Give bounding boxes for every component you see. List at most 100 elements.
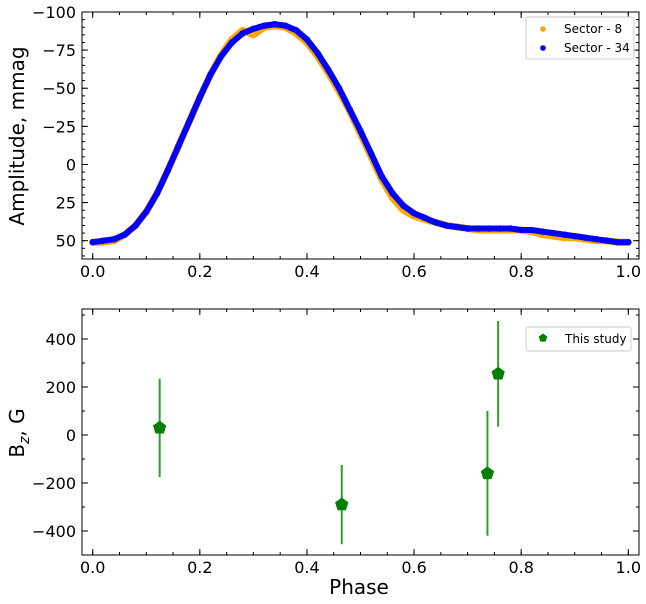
bottom-y-tick-label: −200 [32,474,76,493]
bottom-y-tick-label: −400 [32,522,76,541]
data-point-sector-34 [421,214,428,222]
data-point-sector-34 [400,202,407,209]
data-point-sector-34 [378,173,386,180]
magnetic-field-panel: 0.0 0.2 0.4 0.6 0.8 1.0 −400 −200 0 200 400 Phase… [5,308,641,599]
data-point-sector-34 [207,71,214,78]
bottom-y-axis-label: Bz, G [5,408,33,457]
top-y-tick-label: −50 [42,79,76,98]
data-point-sector-34 [143,208,150,215]
bottom-y-tick-label: 0 [66,426,76,445]
data-point-sector-34 [164,167,171,174]
light-curve-panel: 0.0 0.2 0.4 0.6 0.8 1.0 −100 −75 −50 −25 0 25 50 Am… [5,3,641,281]
data-point-this-study [491,366,505,380]
data-point-sector-34 [196,94,204,101]
bottom-x-tick-label: 1.0 [616,558,641,577]
top-x-tick-label: 0.0 [80,262,105,281]
top-x-tick-label: 1.0 [616,262,641,281]
bottom-y-axis: −400 −200 0 200 400 [32,314,639,556]
data-point-sector-34 [453,223,461,231]
top-y-axis: −100 −75 −50 −25 0 25 50 [32,3,639,257]
legend-marker-sector-8 [540,26,546,32]
data-point-sector-34 [539,228,546,235]
data-point-sector-34 [282,22,289,29]
legend-marker-sector-34 [540,45,546,51]
top-x-tick-label: 0.6 [401,262,426,281]
data-point-sector-34 [528,226,536,234]
data-point-sector-34 [303,36,311,43]
bottom-x-tick-label: 0.6 [401,558,426,577]
data-point-sector-34 [603,237,611,244]
top-legend: Sector - 8 Sector - 34 [525,16,635,60]
bottom-x-axis-label: Phase [329,575,389,599]
data-point-sector-34 [132,222,139,229]
data-point-sector-34 [464,225,471,232]
data-point-sector-34 [325,66,332,74]
data-point-sector-34 [368,150,375,157]
top-y-tick-label: −75 [42,41,76,60]
top-x-tick-label: 0.4 [294,262,319,281]
top-y-tick-label: 50 [56,232,76,251]
data-point-sector-34 [389,190,396,197]
data-point-sector-34 [335,85,343,92]
legend-label-sector-34: Sector - 34 [564,41,630,55]
data-point-this-study [335,497,349,511]
legend-label-this-study: This study [564,332,627,346]
data-point-sector-34 [110,235,118,243]
data-point-sector-34 [432,219,439,226]
top-y-tick-label: −25 [42,117,76,136]
data-point-sector-34 [442,222,450,229]
bottom-y-tick-label: 400 [45,330,76,349]
data-point-sector-34 [89,239,96,246]
data-point-sector-34 [571,232,578,240]
bottom-legend: This study [525,326,632,352]
top-x-tick-label: 0.8 [508,262,533,281]
top-y-axis-label: Amplitude, mmag [5,46,29,225]
data-point-sector-34 [582,234,589,241]
data-point-sector-34 [239,30,246,37]
top-y-tick-label: 0 [66,155,76,174]
bottom-y-tick-label: 200 [45,378,76,397]
data-point-sector-34 [550,229,557,237]
top-y-tick-label: 25 [56,194,76,213]
data-point-sector-34 [250,25,257,32]
data-point-sector-34 [260,22,268,29]
bottom-legend-box [525,326,632,352]
data-point-sector-34 [592,235,600,243]
top-y-tick-label: −100 [32,3,76,22]
data-point-sector-34 [271,20,279,28]
data-point-sector-34 [496,225,503,232]
top-legend-box [525,16,635,60]
data-point-sector-34 [475,225,482,232]
data-point-sector-34 [100,237,107,244]
bottom-x-tick-label: 0.2 [187,558,212,577]
data-point-sector-34 [614,239,621,246]
top-x-tick-label: 0.2 [187,262,212,281]
data-point-sector-34 [185,118,193,125]
data-point-sector-34 [357,127,364,135]
data-point-sector-34 [507,225,514,232]
data-point-sector-34 [560,231,568,238]
data-point-sector-34 [625,239,632,246]
bottom-x-tick-label: 0.0 [80,558,105,577]
bottom-series-layer [153,321,505,545]
data-point-sector-34 [314,49,321,57]
data-point-sector-34 [175,142,182,150]
data-point-sector-8 [250,31,257,39]
top-x-axis: 0.0 0.2 0.4 0.6 0.8 1.0 [80,12,641,281]
data-point-this-study [480,466,495,480]
data-point-sector-34 [517,226,525,234]
data-point-sector-34 [228,39,236,46]
bottom-x-tick-label: 0.4 [294,558,319,577]
data-point-sector-34 [346,106,353,113]
data-point-this-study [153,420,167,434]
data-point-sector-34 [485,225,493,232]
data-point-sector-34 [218,53,225,60]
data-point-sector-34 [153,190,161,197]
legend-label-sector-8: Sector - 8 [564,22,622,36]
data-point-sector-34 [293,27,300,34]
data-point-sector-34 [121,231,129,238]
top-series-layer [89,20,632,246]
data-point-sector-34 [410,210,418,217]
legend-marker-this-study [538,333,548,342]
